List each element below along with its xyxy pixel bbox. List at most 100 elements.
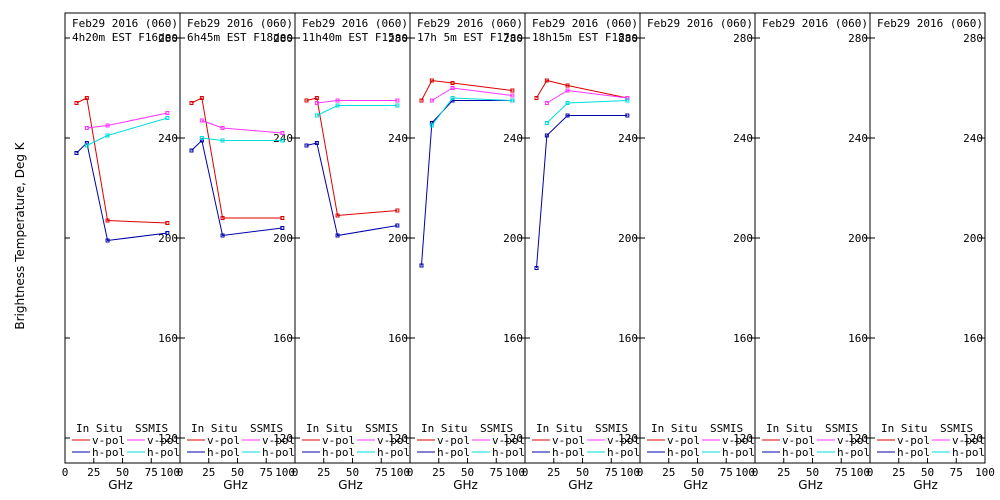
legend-insitu-title: In Situ xyxy=(536,422,582,435)
y-tick-label: 160 xyxy=(388,332,408,345)
legend-label-ssmis-v: v-pol xyxy=(722,434,755,447)
panel-title-time: 6h45m EST F18des xyxy=(187,31,293,44)
legend-ssmis-title: SSMIS xyxy=(480,422,513,435)
y-tick-label: 240 xyxy=(388,132,408,145)
data-point-insitu_v xyxy=(165,221,170,225)
y-tick-label: 160 xyxy=(503,332,523,345)
y-tick-label: 280 xyxy=(848,32,868,45)
legend-label-ssmis-v: v-pol xyxy=(952,434,985,447)
legend-label-insitu-h: h-pol xyxy=(322,446,355,459)
data-point-ssmis_v xyxy=(565,88,570,93)
legend-label-insitu-h: h-pol xyxy=(552,446,585,459)
legend-ssmis-title: SSMIS xyxy=(135,422,168,435)
panel-title-date: Feb29 2016 (060) xyxy=(302,17,408,30)
data-point-insitu_h xyxy=(220,233,225,238)
legend-label-insitu-v: v-pol xyxy=(92,434,125,447)
x-axis-label: GHz xyxy=(798,478,823,492)
y-tick-label: 280 xyxy=(273,32,293,45)
x-tick-label: 25 xyxy=(892,466,905,479)
legend-label-ssmis-h: h-pol xyxy=(492,446,525,459)
data-point-ssmis_h xyxy=(544,121,549,125)
legend-label-insitu-v: v-pol xyxy=(897,434,930,447)
x-tick-label: 100 xyxy=(735,466,755,479)
panel-title-time: 18h15m EST F18asc xyxy=(532,31,645,44)
x-tick-label: 50 xyxy=(806,466,819,479)
y-tick-label: 280 xyxy=(963,32,983,45)
legend-insitu-title: In Situ xyxy=(881,422,927,435)
data-point-insitu_v xyxy=(429,78,434,83)
legend-ssmis-title: SSMIS xyxy=(710,422,743,435)
data-point-ssmis_h xyxy=(105,133,110,138)
legend-ssmis-title: SSMIS xyxy=(595,422,628,435)
series-line-ssmis_v xyxy=(86,112,168,129)
legend-label-insitu-v: v-pol xyxy=(322,434,355,447)
data-point-insitu_h xyxy=(544,133,549,138)
series-line-ssmis_h xyxy=(316,105,398,116)
x-tick-label: 50 xyxy=(461,466,474,479)
panel-title-date: Feb29 2016 (060) xyxy=(647,17,753,30)
data-point-insitu_h xyxy=(534,266,539,270)
x-tick-label: 0 xyxy=(867,466,874,479)
data-point-ssmis_v xyxy=(84,126,89,130)
data-point-insitu_v xyxy=(84,96,89,100)
legend-label-insitu-v: v-pol xyxy=(437,434,470,447)
data-point-insitu_v xyxy=(74,101,79,105)
series-line-insitu_h xyxy=(421,100,513,266)
data-point-insitu_h xyxy=(280,226,285,230)
y-tick-label: 120 xyxy=(158,432,178,445)
data-point-insitu_v xyxy=(304,98,309,103)
y-tick-label: 200 xyxy=(618,232,638,245)
data-point-insitu_h xyxy=(74,151,79,155)
x-tick-label: 100 xyxy=(160,466,180,479)
series-line-insitu_h xyxy=(76,142,168,242)
data-point-ssmis_h xyxy=(314,113,319,118)
data-point-insitu_v xyxy=(199,96,204,100)
y-tick-label: 160 xyxy=(848,332,868,345)
x-tick-label: 100 xyxy=(975,466,995,479)
x-tick-label: 25 xyxy=(202,466,215,479)
legend-label-ssmis-h: h-pol xyxy=(262,446,295,459)
data-point-insitu_v xyxy=(419,98,424,103)
panel-2: Feb29 2016 (060)6h45m EST F18des 120 160 20… xyxy=(177,12,296,492)
x-tick-label: 0 xyxy=(752,466,759,479)
series-line-ssmis_v xyxy=(431,87,513,101)
panel-8: Feb29 2016 (060) 120 160 200 240 280 0 25 50 75 10… xyxy=(867,12,995,492)
y-tick-label: 160 xyxy=(618,332,638,345)
data-point-ssmis_h xyxy=(565,101,570,105)
data-point-ssmis_v xyxy=(335,98,340,103)
legend-label-insitu-h: h-pol xyxy=(667,446,700,459)
data-point-insitu_h xyxy=(335,233,340,238)
legend-label-insitu-v: v-pol xyxy=(207,434,240,447)
legend-label-insitu-h: h-pol xyxy=(92,446,125,459)
legend-insitu-title: In Situ xyxy=(191,422,237,435)
panel-title-time: 11h40m EST F15asc xyxy=(302,31,415,44)
data-point-insitu_v xyxy=(280,216,285,220)
data-point-ssmis_h xyxy=(220,138,225,143)
x-tick-label: 100 xyxy=(505,466,525,479)
y-tick-label: 200 xyxy=(388,232,408,245)
x-tick-label: 75 xyxy=(835,466,848,479)
data-point-insitu_h xyxy=(165,231,170,235)
legend-label-insitu-h: h-pol xyxy=(437,446,470,459)
legend-insitu-title: In Situ xyxy=(766,422,812,435)
y-tick-label: 120 xyxy=(618,432,638,445)
x-tick-label: 25 xyxy=(777,466,790,479)
data-point-insitu_v xyxy=(450,81,455,85)
legend-insitu-title: In Situ xyxy=(306,422,352,435)
y-tick-label: 200 xyxy=(733,232,753,245)
series-line-ssmis_v xyxy=(316,100,398,104)
y-tick-label: 280 xyxy=(503,32,523,45)
data-point-ssmis_h xyxy=(165,116,170,120)
x-tick-label: 75 xyxy=(145,466,158,479)
panel-title-date: Feb29 2016 (060) xyxy=(762,17,868,30)
data-point-insitu_v xyxy=(220,216,225,220)
data-point-insitu_v xyxy=(335,213,340,218)
legend-label-insitu-h: h-pol xyxy=(207,446,240,459)
x-tick-label: 75 xyxy=(950,466,963,479)
legend-label-ssmis-h: h-pol xyxy=(837,446,870,459)
legend-label-ssmis-h: h-pol xyxy=(952,446,985,459)
legend-label-insitu-h: h-pol xyxy=(897,446,930,459)
y-tick-label: 120 xyxy=(273,432,293,445)
series-line-ssmis_h xyxy=(86,117,168,146)
